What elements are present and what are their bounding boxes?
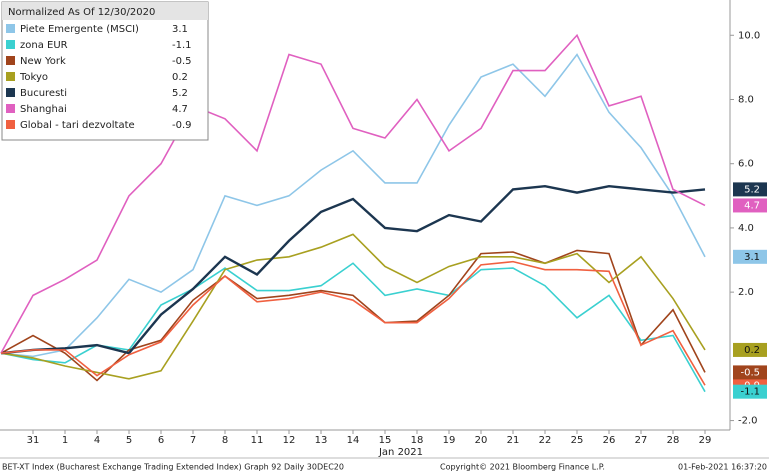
legend-swatch bbox=[6, 104, 15, 113]
y-tick-label: -2.0 bbox=[738, 416, 758, 427]
legend-value: 5.2 bbox=[172, 88, 188, 99]
end-tag-label: -1.1 bbox=[740, 387, 760, 398]
y-tick-label: 4.0 bbox=[738, 223, 754, 234]
end-tag-label: 4.7 bbox=[744, 200, 760, 211]
end-tag bbox=[733, 182, 767, 197]
x-tick-label: 5 bbox=[126, 435, 132, 446]
x-tick-label: 14 bbox=[347, 435, 360, 446]
x-tick-label: 22 bbox=[539, 435, 552, 446]
end-tag-label: 3.1 bbox=[744, 252, 760, 263]
series-line bbox=[0, 249, 706, 382]
legend-value: -0.5 bbox=[172, 56, 192, 67]
x-group-label: Jan 2021 bbox=[378, 447, 423, 458]
legend-label: Shanghai bbox=[20, 104, 67, 115]
series-line bbox=[0, 184, 706, 355]
footer-left: BET-XT Index (Bucharest Exchange Trading… bbox=[2, 463, 344, 472]
legend-value: -0.9 bbox=[172, 120, 192, 131]
legend-header bbox=[2, 2, 208, 20]
x-tick-label: 8 bbox=[222, 435, 228, 446]
end-tag bbox=[733, 198, 767, 213]
x-tick-label: 25 bbox=[571, 435, 584, 446]
x-tick-label: 31 bbox=[27, 435, 40, 446]
legend-swatch bbox=[6, 40, 15, 49]
legend-value: 0.2 bbox=[172, 72, 188, 83]
end-tag-label: -0.5 bbox=[740, 367, 760, 378]
x-tick-label: 6 bbox=[158, 435, 164, 446]
legend-title: Normalized As Of 12/30/2020 bbox=[8, 7, 155, 18]
y-tick-label: 8.0 bbox=[738, 94, 754, 105]
x-tick-label: 13 bbox=[315, 435, 328, 446]
x-tick-label: 15 bbox=[379, 435, 392, 446]
series-line bbox=[0, 53, 706, 358]
legend-swatch bbox=[6, 24, 15, 33]
end-tag bbox=[733, 342, 767, 357]
x-tick-label: 4 bbox=[94, 435, 100, 446]
legend: Normalized As Of 12/30/2020 Piete Emerge… bbox=[1, 1, 209, 141]
legend-value: 3.1 bbox=[172, 24, 188, 35]
x-tick-label: 1 bbox=[62, 435, 68, 446]
series-line bbox=[0, 233, 706, 380]
footer-date: 01-Feb-2021 16:37:20 bbox=[678, 463, 767, 472]
x-tick-label: 11 bbox=[251, 435, 264, 446]
x-tick-label: 29 bbox=[699, 435, 712, 446]
plot: -2.02.04.06.08.010.031 1 4 5 6 7 8 11 12 13 14 15 18… bbox=[0, 30, 760, 446]
legend-swatch bbox=[6, 56, 15, 65]
legend-label: Global - tari dezvoltate bbox=[20, 120, 135, 131]
legend-label: Tokyo bbox=[19, 72, 48, 83]
legend-label: New York bbox=[20, 56, 66, 67]
footer-copyright: Copyright© 2021 Bloomberg Finance L.P. bbox=[440, 463, 605, 472]
legend-label: Piete Emergente (MSCI) bbox=[20, 24, 139, 35]
series-line bbox=[0, 262, 706, 393]
y-tick-label: 10.0 bbox=[738, 30, 760, 41]
end-tag-label: 0.2 bbox=[744, 345, 760, 356]
legend-box bbox=[1, 1, 209, 141]
end-tag bbox=[733, 249, 767, 264]
legend-label: zona EUR bbox=[20, 40, 68, 51]
x-tick-label: 26 bbox=[603, 435, 616, 446]
legend-swatch bbox=[6, 72, 15, 81]
y-tick-label: 6.0 bbox=[738, 159, 754, 170]
x-tick-label: 27 bbox=[635, 435, 648, 446]
x-tick-label: 20 bbox=[475, 435, 488, 446]
end-tags: -0.94.75.20.2-0.5-1.13.1 bbox=[733, 182, 767, 399]
series-line bbox=[0, 33, 706, 354]
x-tick-label: 7 bbox=[190, 435, 196, 446]
end-tag-label: 5.2 bbox=[744, 184, 760, 195]
x-tick-label: 12 bbox=[283, 435, 296, 446]
legend-value: -1.1 bbox=[172, 40, 192, 51]
series-line bbox=[0, 260, 706, 386]
x-tick-label: 19 bbox=[443, 435, 456, 446]
x-tick-label: 21 bbox=[507, 435, 520, 446]
end-tag bbox=[733, 384, 767, 399]
x-tick-label: 18 bbox=[411, 435, 424, 446]
legend-swatch bbox=[6, 120, 15, 129]
y-tick-label: 2.0 bbox=[738, 287, 754, 298]
x-tick-label: 28 bbox=[667, 435, 680, 446]
end-tag bbox=[733, 365, 767, 380]
legend-value: 4.7 bbox=[172, 104, 188, 115]
legend-label: Bucuresti bbox=[20, 88, 67, 99]
legend-swatch bbox=[6, 88, 15, 97]
